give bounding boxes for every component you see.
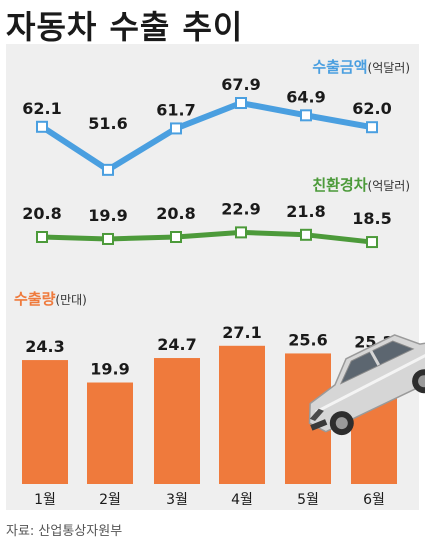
volume-series-label: 수출량(만대) — [14, 290, 87, 308]
export-data-label: 62.0 — [352, 99, 391, 118]
volume-data-label: 24.7 — [157, 335, 196, 354]
eco-data-label: 19.9 — [88, 206, 127, 225]
export-series-name: 수출금액 — [312, 58, 367, 76]
export-point — [102, 163, 114, 176]
eco-point — [102, 232, 114, 245]
car-window-pillar — [369, 350, 381, 366]
eco-data-label: 21.8 — [286, 202, 325, 221]
export-data-label: 51.6 — [88, 114, 127, 133]
x-tick-label: 4월 — [231, 492, 253, 508]
x-tick-label: 3월 — [166, 492, 188, 508]
x-tick-label: 2월 — [99, 492, 121, 508]
volume-data-label: 19.9 — [90, 360, 129, 379]
eco-data-label: 18.5 — [352, 209, 391, 228]
source-note: 자료: 산업통상자원부 — [6, 524, 123, 539]
x-tick-label: 5월 — [297, 492, 319, 508]
eco-point — [235, 226, 247, 239]
title-bar: 자동차 수출 추이 — [0, 0, 425, 46]
volume-series-name: 수출량 — [14, 290, 56, 308]
volume-bar — [22, 360, 68, 484]
eco-data-label: 22.9 — [221, 199, 260, 218]
volume-data-label: 25.6 — [288, 330, 327, 349]
page-title: 자동차 수출 추이 — [6, 8, 244, 46]
car-body-highlight — [315, 350, 425, 414]
car-illustration — [308, 334, 425, 436]
car-rear-rim — [418, 375, 425, 388]
eco-data-label: 20.8 — [22, 204, 61, 223]
export-series-label: 수출금액(억달러) — [312, 58, 410, 76]
x-tick-label: 1월 — [34, 492, 56, 508]
export-data-label: 64.9 — [286, 87, 325, 106]
eco-point — [170, 231, 182, 243]
volume-series-unit: (만대) — [55, 293, 86, 307]
export-data-label: 61.7 — [156, 100, 195, 119]
export-series-unit: (억달러) — [368, 61, 410, 75]
volume-bar — [87, 382, 133, 484]
export-point — [366, 121, 378, 134]
eco-series-unit: (억달러) — [368, 179, 410, 193]
eco-point — [300, 228, 312, 241]
car-front-rim — [335, 417, 348, 430]
car-grille — [310, 419, 328, 431]
export-point — [170, 122, 182, 135]
export-data-label: 62.1 — [22, 99, 61, 118]
export-point — [300, 109, 312, 122]
volume-bar — [154, 358, 200, 484]
x-tick-label: 6월 — [363, 492, 385, 508]
eco-point — [366, 236, 378, 249]
export-data-label: 67.9 — [221, 75, 260, 94]
volume-data-label: 27.1 — [222, 323, 261, 342]
car-body — [308, 334, 425, 433]
eco-point — [36, 231, 48, 243]
eco-value-line — [39, 229, 375, 245]
volume-bar — [219, 345, 265, 484]
export-value-line — [39, 100, 375, 173]
eco-series-name: 친환경차 — [312, 176, 367, 194]
eco-data-label: 20.8 — [156, 204, 195, 223]
volume-data-label: 24.3 — [25, 337, 64, 356]
export-point — [36, 120, 48, 133]
export-point — [235, 97, 247, 110]
eco-series-label: 친환경차(억달러) — [312, 176, 410, 194]
car-headlight — [309, 408, 324, 421]
